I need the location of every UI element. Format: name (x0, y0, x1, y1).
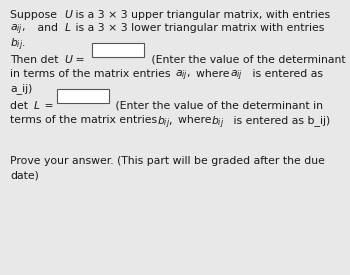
Text: L: L (34, 101, 40, 111)
Text: and: and (34, 23, 62, 33)
Text: (Enter the value of the determinant: (Enter the value of the determinant (148, 55, 346, 65)
Text: =: = (72, 55, 85, 65)
Text: in terms of the matrix entries: in terms of the matrix entries (10, 69, 174, 79)
Text: det: det (10, 101, 32, 111)
Text: $a_{ij}$: $a_{ij}$ (230, 69, 243, 83)
Text: (Enter the value of the determinant in: (Enter the value of the determinant in (112, 101, 323, 111)
Text: U: U (64, 55, 72, 65)
Text: is a 3 × 3 lower triangular matrix with entries: is a 3 × 3 lower triangular matrix with … (72, 23, 324, 33)
Text: is entered as: is entered as (249, 69, 323, 79)
Text: where: where (196, 69, 233, 79)
Text: a_ij): a_ij) (10, 83, 32, 94)
Text: $b_{ij}$.: $b_{ij}$. (10, 37, 26, 53)
Text: U: U (64, 10, 72, 20)
Text: terms of the matrix entries: terms of the matrix entries (10, 115, 161, 125)
Text: is entered as b_ij): is entered as b_ij) (230, 115, 330, 126)
Text: $b_{ij}$,: $b_{ij}$, (157, 115, 173, 131)
Text: Then det: Then det (10, 55, 62, 65)
Text: is a 3 × 3 upper triangular matrix, with entries: is a 3 × 3 upper triangular matrix, with… (72, 10, 330, 20)
Text: $a_{ij}$,: $a_{ij}$, (10, 23, 26, 37)
Text: date): date) (10, 170, 39, 180)
Text: Suppose: Suppose (10, 10, 61, 20)
Text: L: L (65, 23, 71, 33)
Text: Prove your answer. (This part will be graded after the due: Prove your answer. (This part will be gr… (10, 156, 325, 166)
Text: $b_{ij}$: $b_{ij}$ (211, 115, 224, 131)
Text: where: where (178, 115, 215, 125)
Text: $a_{ij}$,: $a_{ij}$, (175, 69, 190, 83)
FancyBboxPatch shape (92, 43, 144, 57)
Text: =: = (41, 101, 54, 111)
FancyBboxPatch shape (57, 89, 109, 103)
